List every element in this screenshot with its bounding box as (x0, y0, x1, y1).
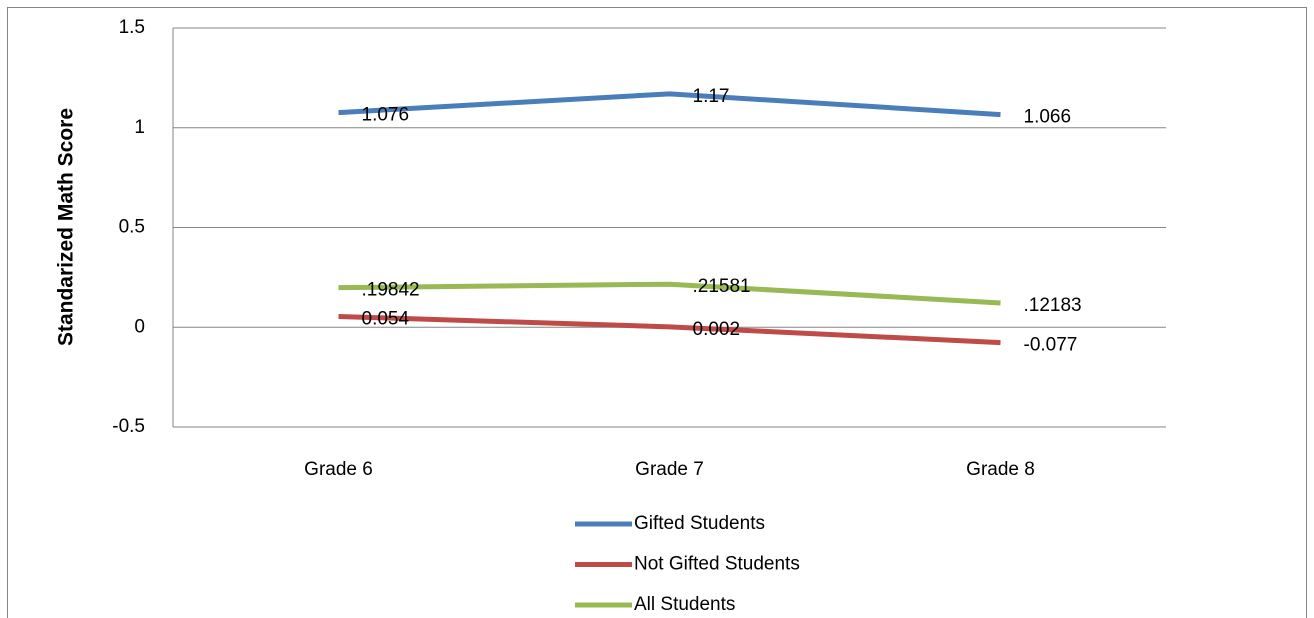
data-label: 0.002 (693, 319, 741, 340)
data-label: 0.054 (362, 308, 410, 329)
data-label: .19842 (362, 280, 420, 301)
y-axis-title: Standarized Math Score (55, 108, 78, 346)
data-label: .12183 (1024, 295, 1082, 316)
legend-label: Not Gifted Students (634, 554, 800, 575)
data-label: 1.17 (693, 86, 730, 107)
y-tick-label: -0.5 (112, 416, 145, 437)
data-label: 1.076 (362, 105, 410, 126)
y-tick-label: 1.5 (119, 17, 145, 38)
data-label: 1.066 (1024, 107, 1072, 128)
legend-label: All Students (634, 594, 735, 615)
series-line (338, 281, 1001, 306)
x-tick-label: Grade 7 (635, 459, 704, 480)
series-line (338, 313, 1001, 346)
chart-frame (7, 7, 1307, 618)
legend-label: Gifted Students (634, 513, 765, 534)
series-line (338, 91, 1001, 118)
data-label: .21581 (693, 276, 751, 297)
y-tick-label: 0 (134, 316, 145, 337)
data-label: -0.077 (1024, 335, 1078, 356)
y-tick-label: 0.5 (119, 217, 145, 238)
x-tick-label: Grade 6 (304, 459, 373, 480)
x-tick-label: Grade 8 (966, 459, 1035, 480)
y-tick-label: 1 (134, 117, 145, 138)
